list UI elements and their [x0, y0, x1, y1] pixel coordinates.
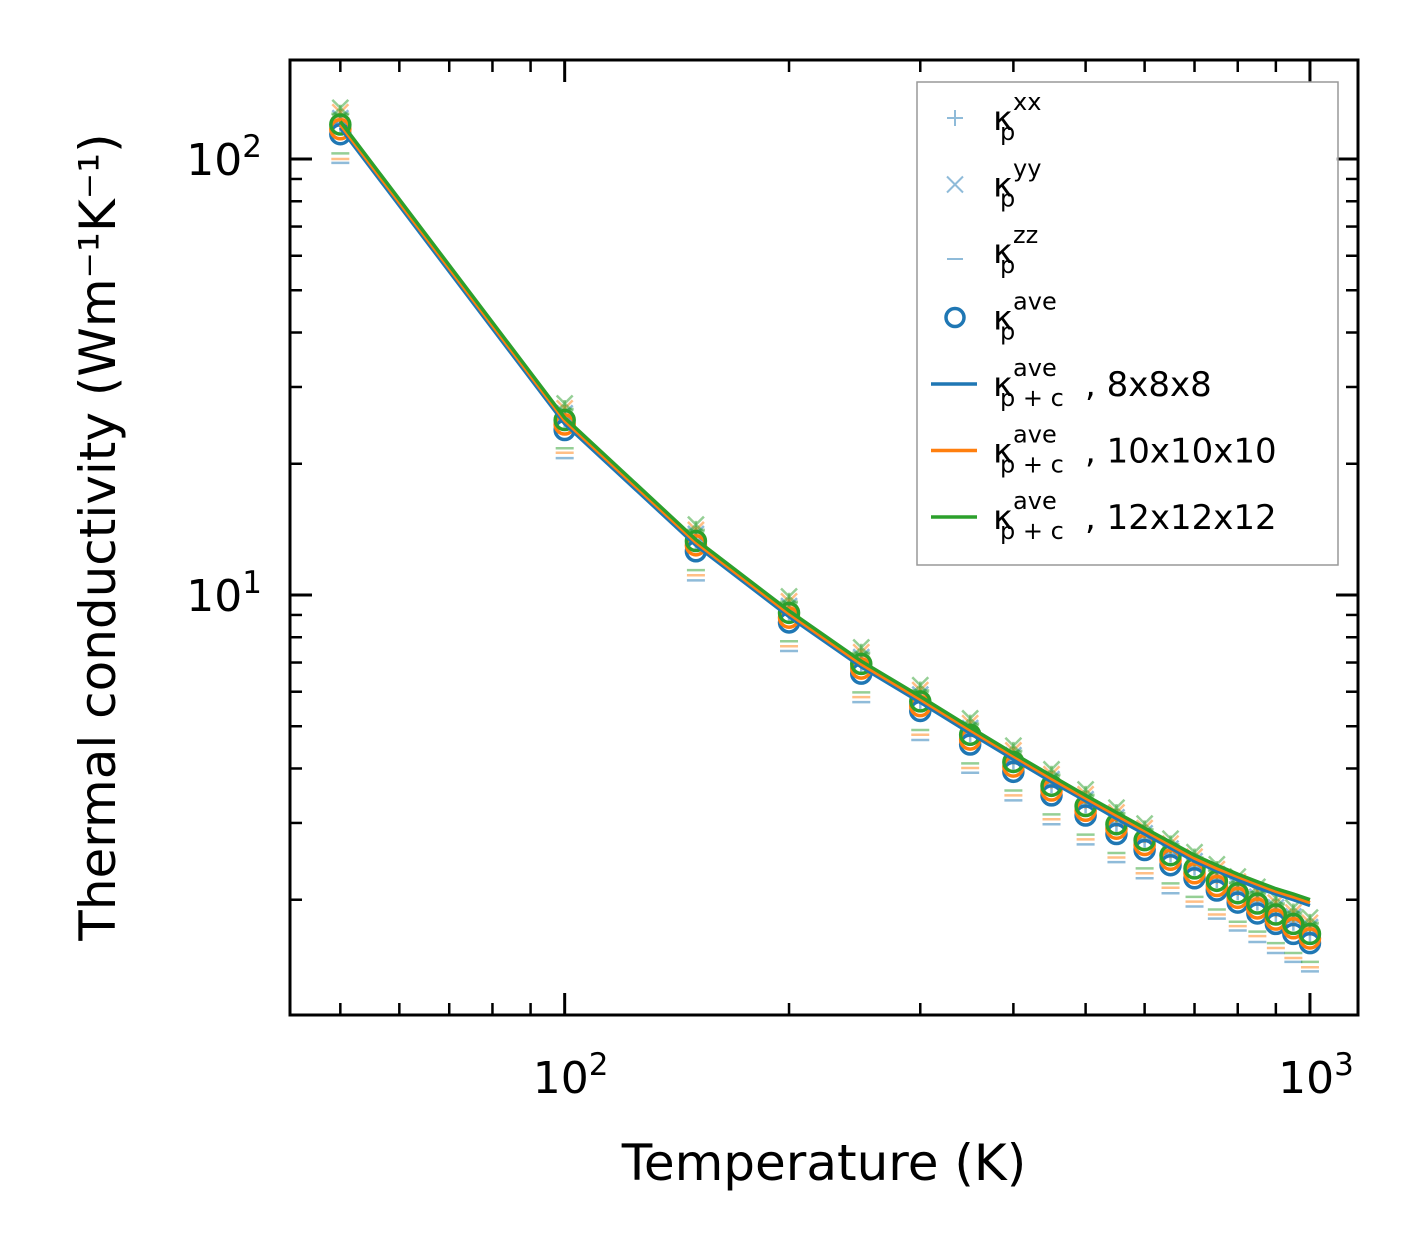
legend-label: κave p: [993, 288, 1057, 346]
ave-marker: [1264, 903, 1288, 926]
cross-marker-icon: [946, 175, 964, 194]
ave-marker: [1226, 881, 1249, 905]
p-plus-c-line-10x10x10: [338, 123, 1311, 905]
legend-entry: κyy p: [946, 155, 1041, 213]
p-plus-c-line-8x8x8: [338, 126, 1311, 908]
legend-entry: κave p + c, 8x8x8: [931, 354, 1212, 412]
x-axis-label: Temperature (K): [621, 1134, 1026, 1192]
y-tick-label: 101: [186, 565, 262, 622]
yy-marker: [780, 587, 798, 606]
legend-label: κxx p: [993, 88, 1041, 146]
ave-marker: [553, 408, 576, 432]
yy-marker: [911, 676, 930, 695]
x-tick-label: 103: [1278, 1047, 1354, 1104]
legend-entry: κave p + c, 12x12x12: [931, 487, 1277, 545]
yy-marker: [1301, 908, 1319, 927]
legend-entry: κzz p: [947, 221, 1038, 279]
legend: κxx p κyy p κzz p κave p κave p + c, 8x8x8 κave p +…: [916, 81, 1339, 566]
axis-ticks: [290, 60, 1358, 1015]
legend-label: κyy p: [993, 155, 1041, 213]
yy-marker: [687, 515, 705, 534]
legend-frame: [916, 81, 1339, 566]
ave-marker: [850, 652, 873, 676]
plot-area: [329, 99, 1322, 973]
ave-marker: [1282, 912, 1305, 936]
yy-marker: [852, 638, 871, 657]
legend-entry: κxx p: [947, 88, 1041, 146]
legend-entry: κave p + c, 10x10x10: [931, 421, 1277, 479]
ave-marker: [1298, 922, 1322, 946]
legend-label: κave p + c, 8x8x8: [993, 354, 1212, 412]
legend-label: κave p + c, 12x12x12: [993, 487, 1277, 545]
legend-label: κave p + c, 10x10x10: [993, 421, 1277, 479]
y-axis-label: Thermal conductivity (Wm⁻¹K⁻¹): [69, 133, 127, 941]
ave-marker: [329, 113, 352, 136]
plus-marker-icon: [947, 110, 963, 126]
yy-marker: [331, 99, 350, 117]
legend-label: κzz p: [993, 221, 1038, 279]
legend-entry: κave p: [944, 288, 1057, 346]
plot-frame: [288, 58, 1360, 1017]
p-plus-c-line-12x12x12: [338, 120, 1311, 902]
ave-marker: [777, 601, 801, 625]
x-tick-label: 102: [533, 1047, 609, 1104]
tick-labels: 102 103 101 102: [186, 129, 1354, 1104]
y-tick-label: 102: [186, 129, 262, 186]
circle-marker-icon: [944, 306, 966, 329]
ave-marker: [1246, 892, 1269, 915]
ave-marker: [684, 529, 708, 553]
